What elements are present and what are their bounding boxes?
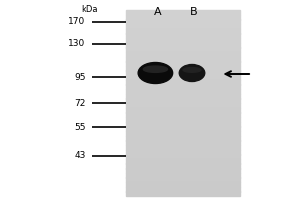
Text: 130: 130 xyxy=(68,40,86,48)
Bar xyxy=(126,117,240,122)
Bar xyxy=(126,24,240,29)
Bar xyxy=(126,154,240,159)
Text: B: B xyxy=(190,7,197,17)
Bar xyxy=(126,80,240,85)
Bar xyxy=(126,66,240,71)
Bar xyxy=(126,47,240,52)
Bar xyxy=(126,173,240,178)
Bar xyxy=(126,126,240,131)
Bar xyxy=(126,94,240,99)
Text: 55: 55 xyxy=(74,122,85,132)
Bar xyxy=(126,15,240,20)
Bar xyxy=(126,191,240,196)
Bar xyxy=(126,103,240,108)
Bar xyxy=(126,19,240,24)
Bar xyxy=(126,182,240,187)
Bar xyxy=(126,56,240,62)
Bar xyxy=(126,84,240,89)
Text: 43: 43 xyxy=(74,152,85,160)
Text: 170: 170 xyxy=(68,18,86,26)
Bar xyxy=(126,131,240,136)
Text: 72: 72 xyxy=(74,98,85,108)
Bar xyxy=(126,112,240,117)
Bar xyxy=(126,159,240,164)
Bar xyxy=(126,89,240,94)
Bar xyxy=(126,163,240,168)
Text: 95: 95 xyxy=(74,72,85,82)
Bar xyxy=(126,122,240,127)
Ellipse shape xyxy=(143,66,167,72)
Bar xyxy=(126,150,240,155)
Bar xyxy=(126,177,240,182)
Bar xyxy=(126,168,240,173)
Ellipse shape xyxy=(138,62,173,84)
Bar xyxy=(126,61,240,66)
Bar xyxy=(126,70,240,75)
Bar xyxy=(126,43,240,48)
Bar xyxy=(126,33,240,38)
Bar xyxy=(126,75,240,80)
Text: kDa: kDa xyxy=(82,5,98,15)
Bar xyxy=(126,187,240,192)
Text: A: A xyxy=(154,7,161,17)
Ellipse shape xyxy=(183,68,201,72)
Bar xyxy=(126,145,240,150)
Bar xyxy=(126,29,240,34)
Bar xyxy=(126,108,240,113)
Bar xyxy=(126,38,240,43)
Bar xyxy=(126,98,240,103)
Bar xyxy=(126,52,240,57)
Bar xyxy=(126,140,240,145)
Bar xyxy=(126,136,240,141)
Ellipse shape xyxy=(179,64,205,82)
Bar xyxy=(126,10,240,15)
